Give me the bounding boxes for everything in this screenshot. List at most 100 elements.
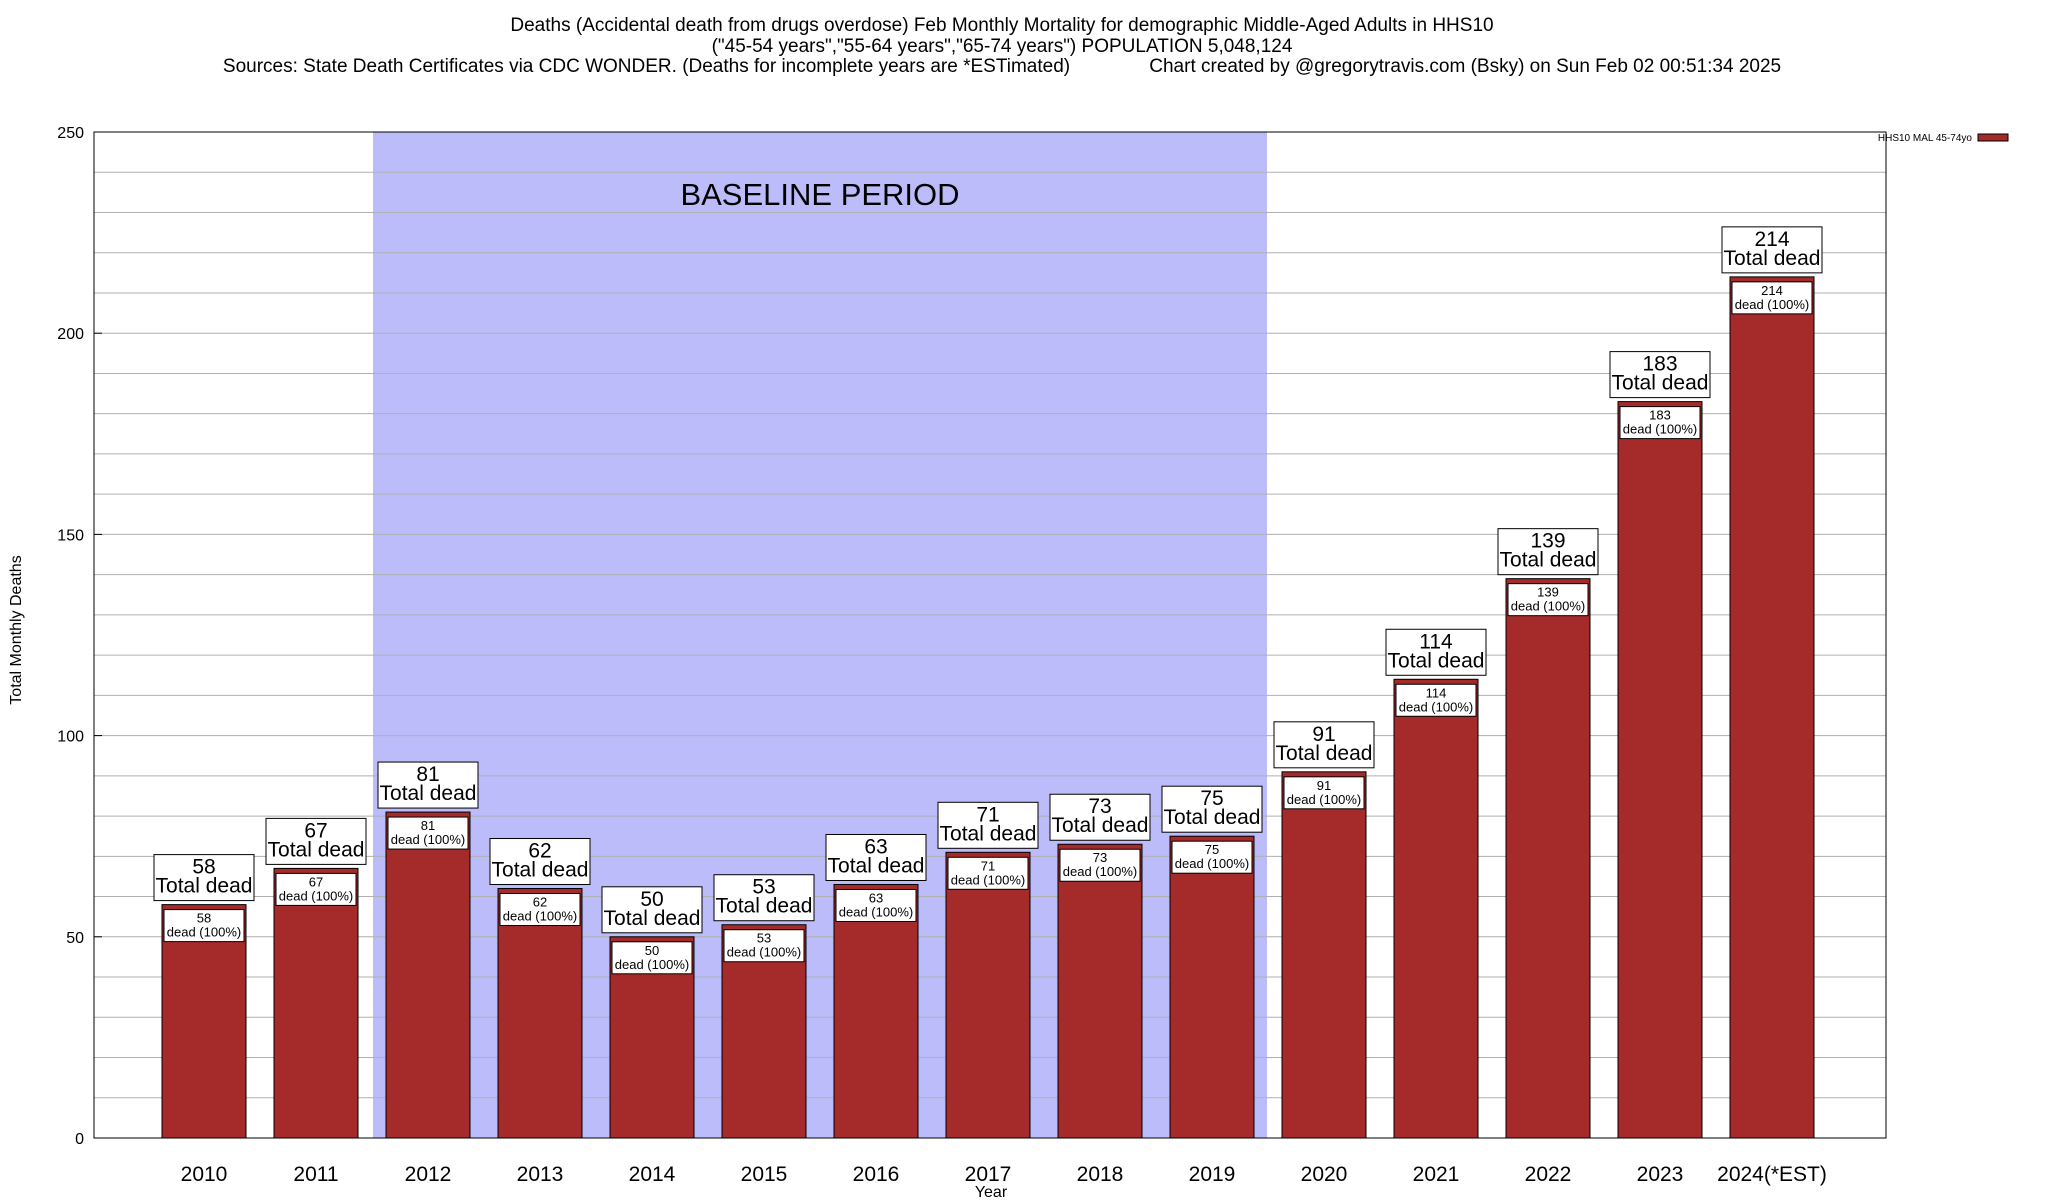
title-line-3: Sources: State Death Certificates via CD…: [223, 56, 1781, 77]
total-label-text: Total dead: [268, 838, 365, 861]
inner-label-value: 183: [1649, 408, 1671, 423]
inner-label-value: 53: [757, 931, 771, 946]
title-line-1: Deaths (Accidental death from drugs over…: [510, 15, 1493, 36]
total-label-value: 67: [304, 819, 327, 842]
total-label-value: 58: [192, 856, 215, 879]
legend-swatch: [1977, 133, 2009, 142]
total-label-box: [377, 761, 479, 809]
total-label-value: 71: [976, 803, 999, 826]
total-label-box: [825, 833, 927, 881]
inner-label-text: dead (100%): [615, 957, 689, 972]
x-tick-label-2012: 2012: [405, 1163, 452, 1186]
x-tick-label-2023: 2023: [1637, 1163, 1684, 1186]
x-tick-label-2015: 2015: [741, 1163, 788, 1186]
inner-label-value: 91: [1317, 778, 1331, 793]
total-label-text: Total dead: [156, 875, 253, 898]
inner-label-value: 58: [197, 911, 211, 926]
inner-label-box: [1059, 848, 1141, 882]
x-tick-label-2013: 2013: [517, 1163, 564, 1186]
x-tick-label-2010: 2010: [181, 1163, 228, 1186]
legend: HHS10 MAL 45-74yo: [1878, 133, 2009, 144]
inner-label-text: dead (100%): [1511, 599, 1585, 614]
inner-label-box: [387, 816, 469, 850]
total-label-box: [937, 801, 1039, 849]
inner-label-box: [163, 909, 245, 943]
inner-label-text: dead (100%): [503, 909, 577, 924]
inner-label-text: dead (100%): [1623, 422, 1697, 437]
inner-label-value: 71: [981, 858, 995, 873]
total-label-text: Total dead: [1052, 814, 1149, 837]
total-label-value: 81: [416, 763, 439, 786]
total-label-text: Total dead: [940, 822, 1037, 845]
total-label-box: [1609, 351, 1711, 399]
title-line-2: ("45-54 years","55-64 years","65-74 year…: [712, 36, 1293, 57]
x-tick-label-2014: 2014: [629, 1163, 676, 1186]
bar-2013: [497, 888, 583, 1139]
x-tick-label-2016: 2016: [853, 1163, 900, 1186]
total-label-text: Total dead: [1724, 247, 1821, 270]
total-label-value: 53: [752, 876, 775, 899]
plot-frame: [93, 131, 1887, 1139]
total-label-box: [265, 817, 367, 865]
inner-label-value: 62: [533, 895, 547, 910]
total-label-text: Total dead: [1164, 806, 1261, 829]
total-label-box: [1721, 226, 1823, 274]
bar-2017: [945, 851, 1031, 1139]
inner-label-box: [1507, 583, 1589, 617]
inner-label-box: [1283, 776, 1365, 810]
total-label-value: 114: [1419, 630, 1453, 653]
inner-label-value: 73: [1093, 850, 1107, 865]
total-label-box: [601, 886, 703, 934]
inner-label-text: dead (100%): [1175, 856, 1249, 871]
total-label-value: 214: [1754, 228, 1789, 251]
inner-label-text: dead (100%): [839, 904, 913, 919]
x-tick-label-2019: 2019: [1189, 1163, 1236, 1186]
total-label-box: [1161, 785, 1263, 833]
inner-label-value: 214: [1761, 283, 1783, 298]
x-tick-label-2020: 2020: [1301, 1163, 1348, 1186]
x-axis-title: Year: [975, 1184, 1008, 1200]
total-label-value: 75: [1200, 787, 1223, 810]
total-label-text: Total dead: [716, 895, 813, 918]
inner-label-value: 139: [1537, 585, 1559, 600]
inner-label-box: [723, 929, 805, 963]
inner-label-text: dead (100%): [1063, 864, 1137, 879]
inner-label-value: 75: [1205, 842, 1219, 857]
inner-label-box: [1731, 281, 1813, 315]
baseline-period-label: BASELINE PERIOD: [680, 177, 959, 212]
y-tick-label: 200: [57, 326, 84, 343]
y-tick-label: 50: [66, 930, 84, 947]
inner-label-text: dead (100%): [391, 832, 465, 847]
total-label-value: 63: [864, 835, 887, 858]
inner-label-value: 114: [1426, 685, 1447, 700]
y-tick-label: 250: [57, 125, 84, 142]
total-label-value: 91: [1312, 723, 1335, 746]
bar-2010: [161, 904, 247, 1139]
inner-label-text: dead (100%): [951, 872, 1025, 887]
total-label-text: Total dead: [1276, 742, 1373, 765]
inner-label-value: 67: [309, 874, 323, 889]
y-axis-title: Total Monthly Deaths: [8, 555, 25, 704]
bar-2016: [833, 883, 919, 1139]
x-tick-label-2017: 2017: [965, 1163, 1012, 1186]
total-label-box: [1385, 628, 1487, 676]
inner-label-box: [835, 888, 917, 922]
bar-2011: [273, 867, 359, 1139]
total-label-value: 73: [1088, 795, 1111, 818]
total-label-text: Total dead: [828, 854, 925, 877]
